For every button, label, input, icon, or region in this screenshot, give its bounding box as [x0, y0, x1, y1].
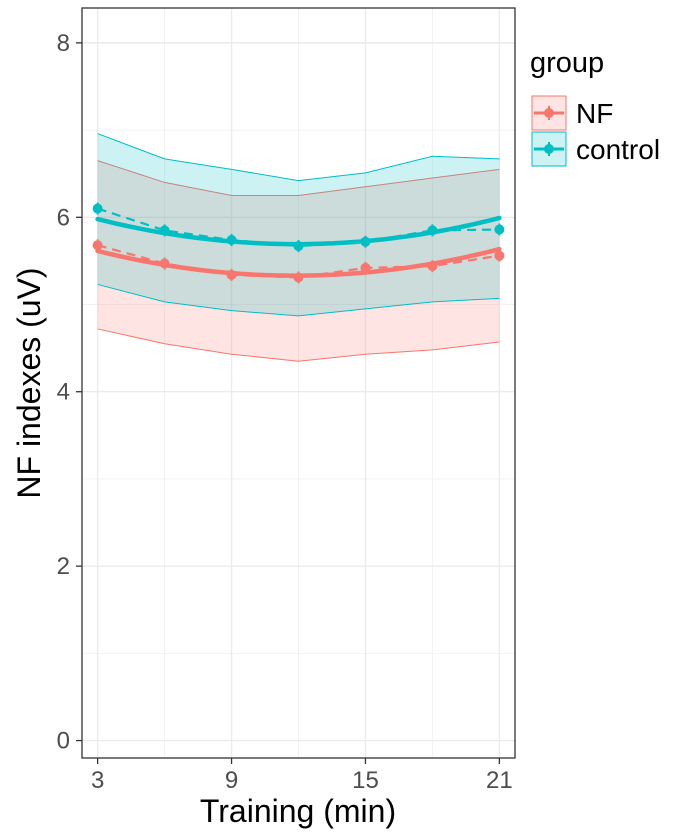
ribbon-lower-control [97, 283, 500, 317]
legend: group NF control [530, 47, 660, 167]
y-tick-label: 8 [57, 30, 70, 57]
legend-label-control: control [576, 134, 660, 165]
data-point-NF [360, 262, 371, 273]
x-tick-label: 9 [225, 767, 238, 794]
data-point-NF [494, 250, 505, 261]
y-axis-title: NF indexes (uV) [11, 267, 47, 498]
x-tick-label: 15 [352, 767, 379, 794]
x-tick-label: 21 [486, 767, 513, 794]
data-point-NF [226, 269, 237, 280]
x-axis-title: Training (min) [200, 793, 396, 829]
data-point-NF [92, 240, 103, 251]
data-point-control [226, 234, 237, 245]
x-tick-label: 3 [91, 767, 104, 794]
legend-title: group [530, 47, 604, 79]
legend-point-NF [544, 108, 554, 118]
data-point-control [427, 225, 438, 236]
y-tick-label: 6 [57, 204, 70, 231]
ribbon-NF [97, 160, 500, 362]
data-point-control [494, 224, 505, 235]
data-point-NF [159, 258, 170, 269]
y-tick-label: 2 [57, 553, 70, 580]
plot-panel-border [81, 7, 516, 759]
legend-point-control [544, 144, 554, 154]
ribbon-upper-NF [97, 160, 500, 196]
y-tick-label: 4 [57, 379, 70, 406]
data-point-control [360, 236, 371, 247]
grid-lines [82, 8, 515, 758]
ribbon-upper-control [97, 133, 500, 182]
data-point-control [159, 225, 170, 236]
y-tick-label: 0 [57, 728, 70, 755]
data-points [92, 202, 505, 284]
data-point-NF [293, 272, 304, 283]
data-point-NF [427, 261, 438, 272]
legend-label-NF: NF [576, 98, 613, 129]
ribbon-lower-NF [97, 328, 500, 362]
data-point-control [293, 241, 304, 252]
data-point-control [92, 203, 103, 214]
axes: 0 2 4 6 8 3 9 15 21 [57, 30, 513, 794]
